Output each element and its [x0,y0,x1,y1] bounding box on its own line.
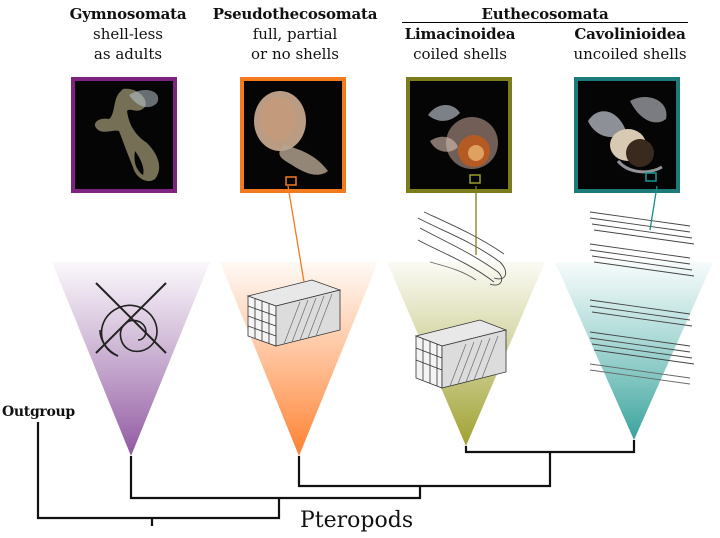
group-header-euthecosomata: Euthecosomata [400,4,690,24]
group-name: Euthecosomata [481,5,609,23]
photo-limacinoidea [406,77,512,193]
limacinoid-specimen [428,105,498,184]
gymnosome-specimen [94,88,160,182]
connector-pseudothecosomata [287,185,305,283]
phylogeny-tree [36,422,636,526]
clade-desc: coiled shells [413,45,507,63]
clade-name: Pseudothecosomata [212,5,378,23]
shell-fibres-uncoiled-icon [589,211,695,385]
clade-desc: full, partial [252,25,338,43]
pteropods-label: Pteropods [300,508,414,533]
clade-name: Limacinoidea [404,25,516,43]
clade-name: Gymnosomata [69,5,187,23]
triangle-gymnosomata [52,262,210,456]
shell-crossed-out-icon [95,282,167,357]
clade-desc: or no shells [251,45,339,63]
triangle-cavolinioidea [555,262,713,440]
clade-desc: as adults [93,45,163,63]
clade-label-limacinoidea: Limacinoidea coiled shells [395,24,525,64]
shell-fibres-coiled-icon [417,211,507,286]
cavolinioid-specimen [588,97,667,182]
clade-desc: shell-less [93,25,163,43]
clade-name: Cavolinioidea [574,25,686,43]
pseudothecosome-specimen [254,91,328,186]
clade-label-gymnosomata: Gymnosomata shell-less as adults [58,4,198,64]
shell-block-icon-limacinoidea [414,319,508,389]
clade-label-cavolinioidea: Cavolinioidea uncoiled shells [560,24,700,64]
clade-desc: uncoiled shells [573,45,687,63]
clade-label-pseudothecosomata: Pseudothecosomata full, partial or no sh… [210,4,380,64]
group-header-rule [402,22,688,23]
photo-gymnosomata [71,77,177,193]
photo-cavolinioidea [574,77,680,193]
outgroup-label: Outgroup [2,404,75,420]
shell-block-icon [246,279,342,347]
connector-cavolinioidea [649,185,658,231]
photo-pseudothecosomata [240,77,346,193]
